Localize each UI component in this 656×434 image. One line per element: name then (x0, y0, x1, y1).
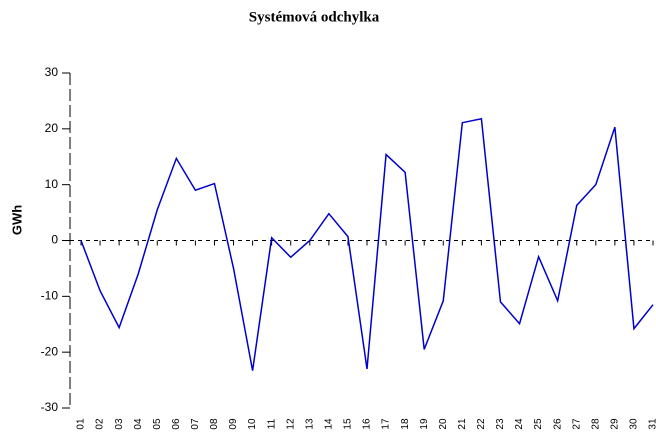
x-tick-label: 09 (228, 418, 239, 430)
x-tick-label: 04 (133, 418, 144, 430)
y-tick-label: -20 (41, 344, 59, 358)
x-tick-label: 25 (533, 418, 544, 430)
x-tick-label: 29 (610, 418, 621, 430)
y-tick-label: 20 (45, 121, 59, 135)
x-tick-label: 06 (171, 418, 182, 430)
x-tick-label: 01 (76, 418, 87, 430)
x-tick-label: 15 (343, 418, 354, 430)
x-tick-label: 23 (495, 418, 506, 430)
x-tick-label: 30 (629, 418, 640, 430)
x-tick-label: 18 (400, 418, 411, 430)
y-tick-label: -10 (41, 289, 59, 303)
x-tick-label: 26 (552, 418, 563, 430)
x-tick-label: 16 (362, 418, 373, 430)
x-tick-label: 28 (590, 418, 601, 430)
x-tick-label: 03 (114, 418, 125, 430)
x-tick-label: 19 (419, 418, 430, 430)
y-tick-label: -30 (41, 400, 59, 414)
y-axis-label: GWh (9, 205, 24, 235)
x-tick-label: 10 (247, 418, 258, 430)
x-tick-label: 12 (285, 418, 296, 430)
x-tick-label: 08 (209, 418, 220, 430)
x-tick-label: 17 (381, 418, 392, 430)
x-tick-label: 05 (152, 418, 163, 430)
x-tick-label: 13 (304, 418, 315, 430)
x-tick-label: 11 (266, 418, 277, 429)
y-tick-label: 0 (51, 233, 58, 247)
chart-title: Systémová odchylka (249, 9, 380, 25)
x-tick-label: 02 (95, 418, 106, 430)
y-tick-label: 10 (45, 177, 59, 191)
x-tick-label: 20 (438, 418, 449, 430)
x-tick-label: 27 (571, 418, 582, 430)
data-line (80, 117, 654, 371)
x-tick-label: 21 (457, 418, 468, 430)
x-tick-label: 31 (648, 418, 656, 430)
x-tick-label: 07 (190, 418, 201, 430)
y-tick-label: 30 (45, 65, 59, 79)
x-tick-label: 22 (476, 418, 487, 430)
x-tick-label: 24 (514, 418, 525, 430)
x-tick-label: 14 (324, 418, 335, 430)
